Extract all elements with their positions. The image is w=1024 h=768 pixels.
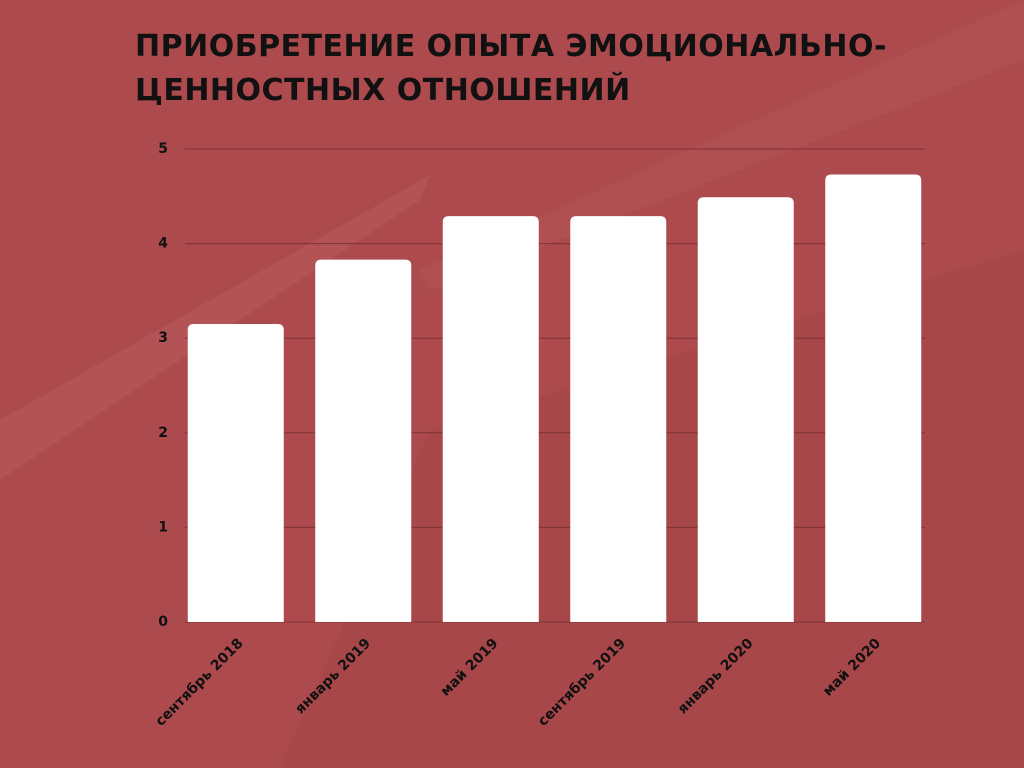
bar xyxy=(570,216,667,622)
bar xyxy=(442,216,539,622)
bar xyxy=(315,259,412,622)
decor xyxy=(420,0,1024,290)
y-tick-label: 5 xyxy=(158,141,168,157)
y-tick-label: 0 xyxy=(158,614,168,630)
y-tick-label: 1 xyxy=(158,519,168,535)
chart-title: ПРИОБРЕТЕНИЕ ОПЫТА ЭМОЦИОНАЛЬНО- xyxy=(135,29,887,64)
bar xyxy=(697,197,794,622)
bar xyxy=(187,324,284,622)
y-tick-label: 4 xyxy=(158,236,168,252)
chart-title: ЦЕННОСТНЫХ ОТНОШЕНИЙ xyxy=(135,72,631,108)
y-tick-label: 2 xyxy=(158,425,168,441)
y-tick-label: 3 xyxy=(158,330,168,346)
bar xyxy=(825,174,922,623)
